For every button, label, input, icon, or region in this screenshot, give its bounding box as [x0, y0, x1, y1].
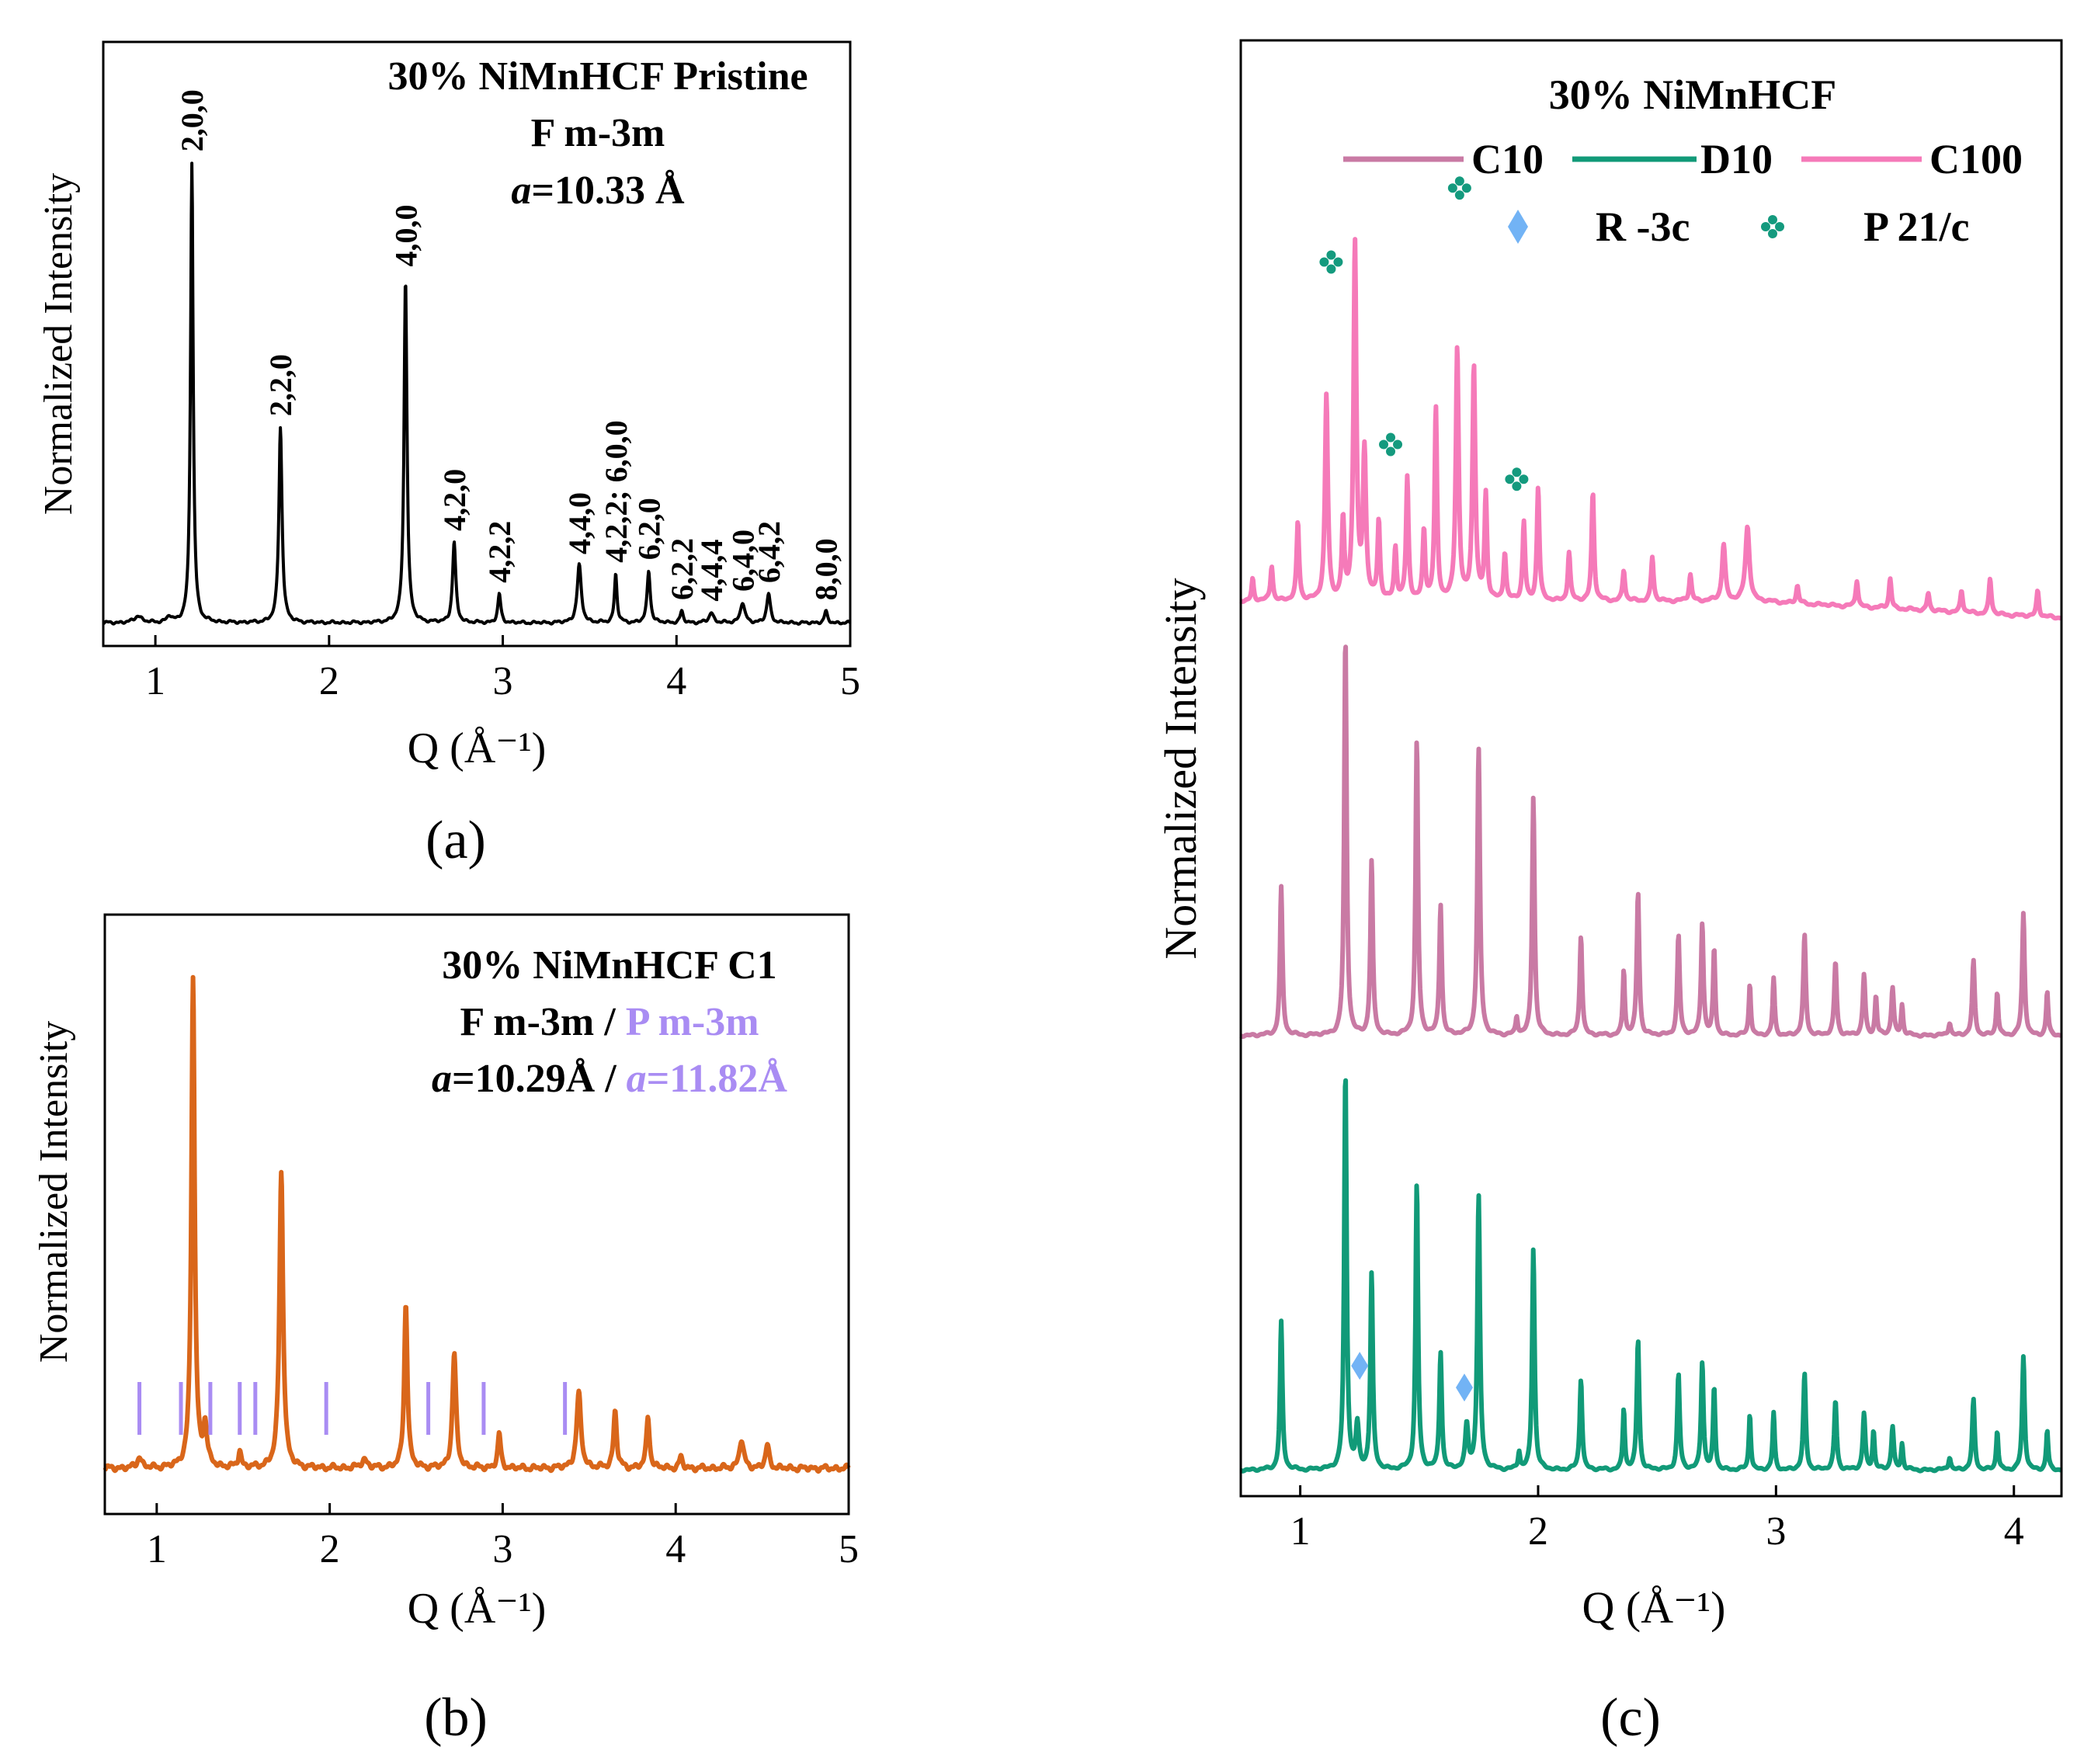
- b-phase-tick-marks: [137, 1382, 568, 1435]
- c-series-c100: [1238, 237, 2064, 621]
- a-title-line2: F m-3m: [531, 111, 665, 155]
- a-peak-label: 4,0,0: [388, 205, 423, 267]
- c-phase-markers: [1319, 176, 1529, 1402]
- a-peak-label: 2,2,0: [263, 354, 298, 416]
- a-peak-label: 4,2,2: [482, 521, 517, 583]
- a-peak-label: 6,4,2: [752, 521, 787, 583]
- a-plot-area: [102, 161, 852, 626]
- a-xtick-label: 4: [666, 659, 686, 703]
- b-plot-area: [102, 974, 851, 1474]
- b-xtick-label: 2: [320, 1527, 340, 1571]
- b-lattice: a=10.29Å / a=11.82Å: [432, 1057, 787, 1101]
- diamond-icon: [1508, 210, 1528, 244]
- a-peak-label: 4,2,2; 6,0,0: [599, 420, 634, 562]
- c-phase-legend: R -3c P 21/c: [1508, 203, 1969, 250]
- clover-icon: [1761, 215, 1784, 238]
- c-xtick-label: 4: [2004, 1509, 2024, 1554]
- c-panel-label: (c): [1600, 1688, 1661, 1748]
- a-lattice: a=10.33 Å: [511, 168, 685, 213]
- b-axes-frame: [103, 913, 850, 1516]
- c-marker-clover-icon: [1319, 250, 1343, 274]
- c-xtick-label: 3: [1766, 1509, 1786, 1554]
- b-ylabel: Normalized Intensity: [32, 1021, 76, 1363]
- a-peak-label: 4,4,0: [562, 492, 597, 554]
- b-title-line2: F m-3m / P m-3m: [460, 1000, 759, 1044]
- b-title-line1: 30% NiMnHCF C1: [442, 943, 776, 988]
- b-series-c1: [102, 974, 851, 1474]
- b-xtick-label: 1: [147, 1527, 167, 1571]
- c-marker-clover-icon: [1505, 467, 1529, 491]
- c-legend-label-c100: C100: [1929, 136, 2023, 182]
- a-xtick-label: 1: [145, 659, 165, 703]
- a-axes-frame: [102, 40, 852, 648]
- c-marker-diamond-icon: [1455, 1373, 1473, 1402]
- b-xtick-label: 4: [665, 1527, 686, 1571]
- a-peak-label: 8,0,0: [809, 538, 844, 600]
- a-ylabel: Normalized Intensity: [36, 173, 81, 515]
- b-panel-label: (b): [424, 1688, 488, 1748]
- a-xtick-label: 5: [840, 659, 860, 703]
- a-panel-label: (a): [425, 811, 486, 870]
- c-phase-label-p21c: P 21/c: [1863, 203, 1969, 250]
- c-ylabel: Normalized Intensity: [1155, 578, 1206, 959]
- a-peak-label: 4,2,0: [437, 469, 472, 531]
- c-legend-label-d10: D10: [1700, 136, 1773, 182]
- c-marker-clover-icon: [1447, 176, 1471, 200]
- a-title-line1: 30% NiMnHCF Pristine: [387, 54, 808, 99]
- c-xtick-label: 2: [1528, 1509, 1548, 1554]
- c-series-d10: [1238, 1078, 2064, 1474]
- a-xtick-label: 3: [493, 659, 513, 703]
- b-xtick-label: 5: [839, 1527, 859, 1571]
- c-marker-diamond-icon: [1351, 1352, 1369, 1380]
- a-xlabel: Q (Å⁻¹): [408, 724, 547, 773]
- a-peak-label: 6,2,2: [665, 538, 700, 600]
- a-peak-label: 6,4,0: [725, 530, 760, 592]
- c-phase-label-r3c: R -3c: [1596, 203, 1690, 250]
- c-xlabel: Q (Å⁻¹): [1582, 1582, 1726, 1633]
- a-peak-label: 2,0,0: [175, 89, 210, 151]
- c-series-c10: [1238, 644, 2064, 1040]
- a-xtick-label: 2: [319, 659, 339, 703]
- c-marker-clover-icon: [1379, 432, 1403, 457]
- panel-c: 1 2 3 4 Normalized Intensity Q (Å⁻¹) 30% Ni…: [1155, 39, 2064, 1748]
- a-series-pristine: [102, 161, 852, 626]
- c-xtick-label: 1: [1290, 1509, 1311, 1554]
- panel-a: 1 2 3 4 5 2,0,0 2,2,0 4,0,0 4,2,0 4,2,2 4,4,0 4,2,…: [36, 40, 860, 870]
- panel-b: 1 2 3 4 5 Normalized Intensity Q (Å⁻¹) 30% N…: [32, 913, 859, 1748]
- c-plot-area: [1238, 237, 2064, 1474]
- b-xlabel: Q (Å⁻¹): [408, 1585, 547, 1633]
- a-peak-label: 4,4,4: [694, 540, 729, 602]
- c-legend-label-c10: C10: [1471, 136, 1544, 182]
- c-legend: C10 D10 C100: [1343, 136, 2023, 182]
- a-peak-label: 6,2,0: [632, 498, 667, 560]
- b-xtick-label: 3: [492, 1527, 512, 1571]
- c-axes-frame: [1239, 39, 2063, 1498]
- c-title: 30% NiMnHCF: [1549, 71, 1837, 118]
